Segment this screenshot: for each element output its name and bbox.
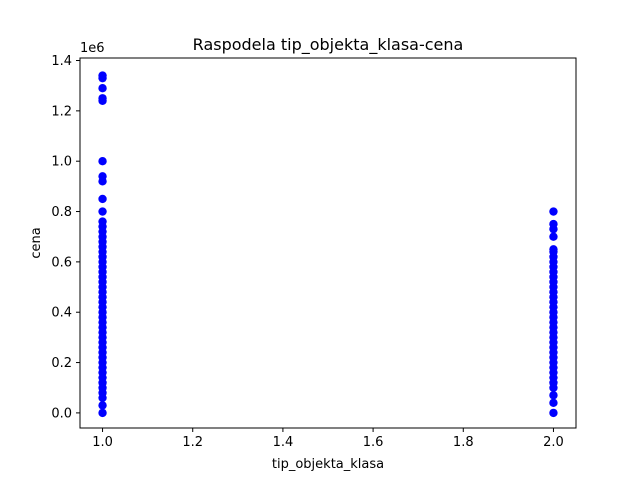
x-tick-label: 1.0 xyxy=(92,435,113,450)
y-axis: 0.0 0.2 0.4 0.6 0.8 1.0 1.2 1.4 xyxy=(51,54,80,421)
data-point xyxy=(549,391,558,400)
x-axis-title: tip_objekta_klasa xyxy=(272,457,384,472)
data-point xyxy=(98,408,107,418)
x-tick-label: 1.2 xyxy=(182,435,203,450)
data-point xyxy=(549,383,558,392)
chart-title: Raspodela tip_objekta_klasa-cena xyxy=(193,35,464,55)
y-offset-label: 1e6 xyxy=(80,41,105,56)
y-tick-label: 0.2 xyxy=(51,356,72,371)
data-point xyxy=(549,224,558,234)
y-tick-label: 0.8 xyxy=(51,205,72,220)
data-point xyxy=(98,177,107,186)
x-tick-label: 1.8 xyxy=(453,435,474,450)
data-point xyxy=(549,408,558,418)
plot-frame xyxy=(79,57,577,429)
data-point xyxy=(549,207,558,216)
data-points xyxy=(98,71,558,418)
data-point xyxy=(549,232,558,241)
y-tick-label: 0.6 xyxy=(51,255,72,270)
y-axis-title: cena xyxy=(29,227,44,258)
data-point xyxy=(98,393,107,402)
y-tick-label: 1.2 xyxy=(51,104,72,119)
y-tick-label: 0.4 xyxy=(51,306,72,321)
data-point xyxy=(98,401,107,410)
data-point xyxy=(98,207,107,216)
data-point xyxy=(98,156,107,166)
x-axis: 1.0 1.2 1.4 1.6 1.8 2.0 xyxy=(92,428,564,450)
y-tick-label: 1.0 xyxy=(51,155,72,170)
x-tick-label: 1.4 xyxy=(273,435,294,450)
data-point xyxy=(98,194,107,204)
y-tick-label: 1.4 xyxy=(51,54,72,69)
data-point xyxy=(549,398,558,408)
y-tick-label: 0.0 xyxy=(51,406,72,421)
data-point xyxy=(98,73,107,83)
data-point xyxy=(98,84,107,93)
x-tick-label: 1.6 xyxy=(363,435,384,450)
data-point xyxy=(98,96,107,105)
x-tick-label: 2.0 xyxy=(543,435,564,450)
